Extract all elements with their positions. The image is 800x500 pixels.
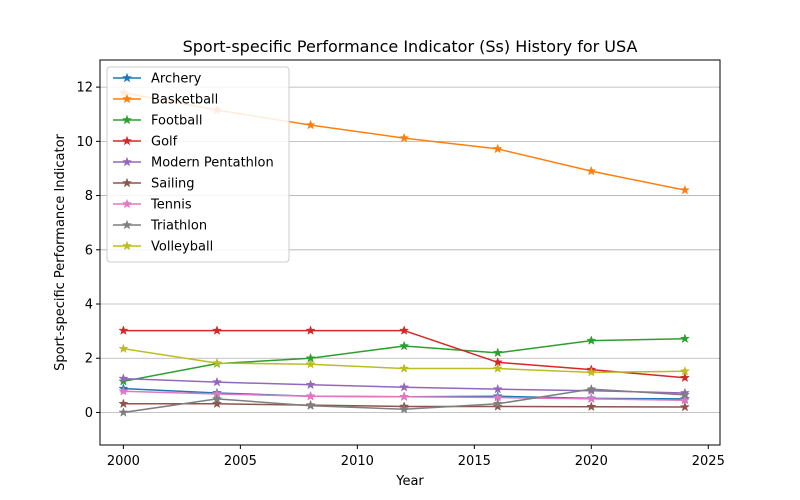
legend-label: Tennis [150,198,192,213]
legend-label: Basketball [151,93,218,108]
legend-item: Modern Pentathlon [113,156,274,171]
legend-marker [121,135,133,146]
data-point [679,389,690,400]
legend: Archery Basketball Football Golf Modern Pent… [106,66,290,263]
y-tick-label: 0 [85,406,93,421]
legend-marker [121,93,133,104]
data-point [118,385,129,396]
data-point [399,403,410,414]
data-point [586,165,597,176]
data-point [679,372,690,383]
data-point [679,184,690,195]
data-point [586,383,597,394]
data-point [118,398,129,409]
data-point [118,373,129,383]
legend-label: Football [151,114,202,129]
legend-label: Volleyball [151,240,213,255]
data-point [399,363,410,373]
legend-marker [121,240,133,251]
data-point [211,393,223,404]
data-point [118,343,129,354]
chart-title: Sport-specific Performance Indicator (Ss… [183,37,638,56]
legend-item: Archery [113,72,202,87]
x-tick-label: 2015 [458,454,491,469]
data-point [586,401,597,412]
legend-marker [121,177,133,188]
data-point [492,383,503,394]
data-point [492,398,503,409]
legend-item: Football [113,114,202,129]
data-point [305,379,316,390]
legend-label: Modern Pentathlon [151,156,274,171]
data-point [305,390,316,401]
data-point [586,367,597,377]
y-axis-label: Sport-specific Performance Indicator [53,133,68,370]
legend-marker [121,156,133,167]
data-point [399,325,410,335]
data-point [305,400,316,411]
data-point [211,325,223,335]
data-point [679,394,690,405]
y-tick-label: 4 [85,298,93,313]
data-point [492,347,503,358]
x-tick-label: 2005 [224,454,257,469]
legend-item: Golf [113,135,178,150]
x-tick-label: 2000 [107,454,140,469]
data-point [305,358,316,369]
legend-marker [121,219,133,230]
x-tick-label: 2020 [575,454,608,469]
plot-frame [99,59,721,446]
data-point [305,325,316,335]
data-point [211,398,223,409]
data-point [399,381,410,392]
legend-label: Triathlon [150,219,207,234]
data-point [118,375,129,386]
data-point [679,401,690,412]
x-tick-label: 2010 [341,454,374,469]
y-tick-label: 2 [85,352,93,367]
data-point [118,407,129,417]
legend-item: Basketball [113,93,218,108]
y-tick-label: 8 [85,189,93,204]
legend-marker [121,198,133,209]
data-point [492,363,503,373]
data-point [399,391,410,402]
x-axis-label: Year [395,474,424,489]
legend-item: Triathlon [113,219,207,234]
data-point [586,335,597,345]
legend-label: Archery [151,72,202,87]
data-point [586,393,597,404]
data-point [305,119,316,130]
data-point [679,365,690,376]
data-point [492,401,503,411]
x-tick-label: 2025 [692,454,725,469]
data-point [679,333,690,344]
y-tick-label: 10 [76,135,93,150]
series-triathlon [118,383,690,417]
data-point [211,357,223,368]
legend-marker [121,114,133,125]
legend-label: Golf [151,135,178,150]
legend-label: Sailing [151,177,195,192]
series-volleyball [118,343,690,377]
legend-item: Sailing [113,177,195,192]
legend-box [106,66,290,263]
data-point [211,376,223,387]
legend-item: Volleyball [113,240,213,255]
data-point [492,143,503,154]
data-point [399,340,410,351]
y-tick-label: 6 [85,243,93,258]
legend-marker [121,72,133,83]
y-tick-label: 12 [76,81,93,96]
axes: 0 2 4 6 8 10 12 2000 2005 2010 2015 2020 2025 [76,81,724,469]
legend-item: Tennis [113,198,192,213]
data-point [118,325,129,335]
data-point [399,132,410,143]
